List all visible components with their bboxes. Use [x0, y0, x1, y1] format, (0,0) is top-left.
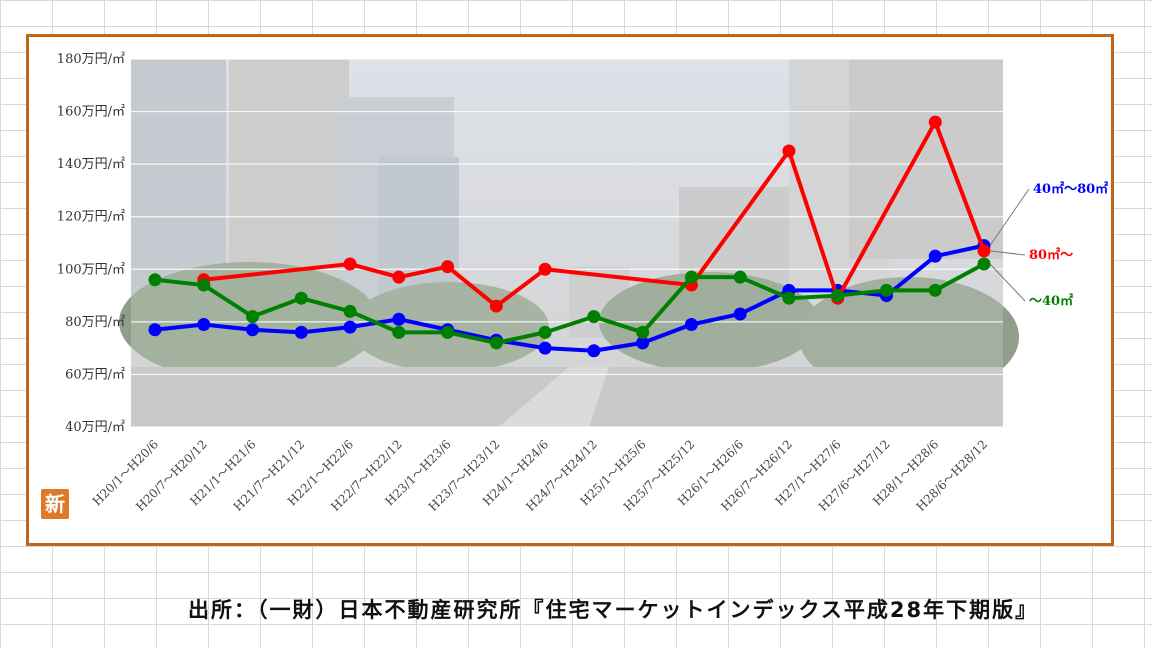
data-point — [733, 270, 747, 284]
data-point — [684, 270, 698, 284]
data-point — [879, 283, 893, 297]
data-point — [294, 291, 308, 305]
series-label: 80㎡〜 — [1029, 247, 1073, 263]
data-point — [977, 244, 991, 258]
leader-line — [989, 263, 1026, 302]
series-label: 〜40㎡ — [1029, 293, 1073, 309]
series-lines — [148, 115, 991, 358]
y-tick-label: 100万円/㎡ — [57, 262, 125, 277]
y-axis-ticks: 180万円/㎡ 160万円/㎡ 140万円/㎡ 120万円/㎡ 100万円/㎡ 80万円/… — [57, 52, 125, 435]
chart-frame: 180万円/㎡ 160万円/㎡ 140万円/㎡ 120万円/㎡ 100万円/㎡ 80万円/… — [26, 34, 1114, 546]
data-point — [636, 325, 650, 339]
data-point — [636, 336, 650, 350]
data-point — [197, 317, 211, 331]
data-point — [684, 317, 698, 331]
series-line — [154, 243, 985, 353]
new-badge-icon: 新 — [41, 489, 69, 519]
plot-background-photo — [119, 59, 1019, 427]
line-chart: 180万円/㎡ 160万円/㎡ 140万円/㎡ 120万円/㎡ 100万円/㎡ 80万円/… — [57, 52, 1108, 514]
y-tick-label: 180万円/㎡ — [57, 52, 125, 67]
y-tick-label: 140万円/㎡ — [57, 157, 125, 172]
data-point — [294, 325, 308, 339]
data-point — [246, 323, 260, 337]
series-line — [154, 262, 985, 345]
data-point — [343, 320, 357, 334]
data-point — [538, 325, 552, 339]
data-point — [441, 260, 455, 274]
data-point — [148, 323, 162, 337]
y-tick-label: 60万円/㎡ — [65, 367, 125, 382]
data-point — [782, 144, 796, 158]
y-tick-label: 160万円/㎡ — [57, 105, 125, 120]
data-point — [587, 344, 601, 358]
data-point — [343, 257, 357, 271]
data-point — [489, 336, 503, 350]
data-point — [538, 262, 552, 276]
data-point — [343, 304, 357, 318]
series-label: 40㎡〜80㎡ — [1033, 181, 1108, 197]
y-tick-label: 40万円/㎡ — [65, 420, 125, 435]
data-point — [148, 273, 162, 287]
leader-line — [989, 250, 1026, 256]
data-point — [489, 299, 503, 313]
data-point — [538, 341, 552, 355]
data-point — [246, 310, 260, 324]
data-point — [392, 325, 406, 339]
data-point — [441, 325, 455, 339]
data-point — [392, 270, 406, 284]
data-point — [928, 249, 942, 263]
data-point — [977, 257, 991, 271]
data-point — [928, 283, 942, 297]
data-point — [782, 291, 796, 305]
y-tick-label: 120万円/㎡ — [57, 210, 125, 225]
y-tick-label: 80万円/㎡ — [65, 315, 125, 330]
leader-line — [989, 188, 1030, 246]
data-point — [928, 115, 942, 129]
grid-lines — [131, 58, 1003, 428]
data-point — [392, 312, 406, 326]
data-point — [197, 278, 211, 292]
data-point — [733, 307, 747, 321]
data-point — [831, 289, 845, 303]
x-axis-ticks: H20/1〜H20/6H20/7〜H20/12H21/1〜H21/6H21/7〜… — [90, 437, 990, 514]
source-caption: 出所：（一財）日本不動産研究所『住宅マーケットインデックス平成28年下期版』 — [188, 598, 1039, 622]
data-point — [587, 310, 601, 324]
series-labels: 40㎡〜80㎡ 80㎡〜〜40㎡ — [989, 181, 1108, 309]
